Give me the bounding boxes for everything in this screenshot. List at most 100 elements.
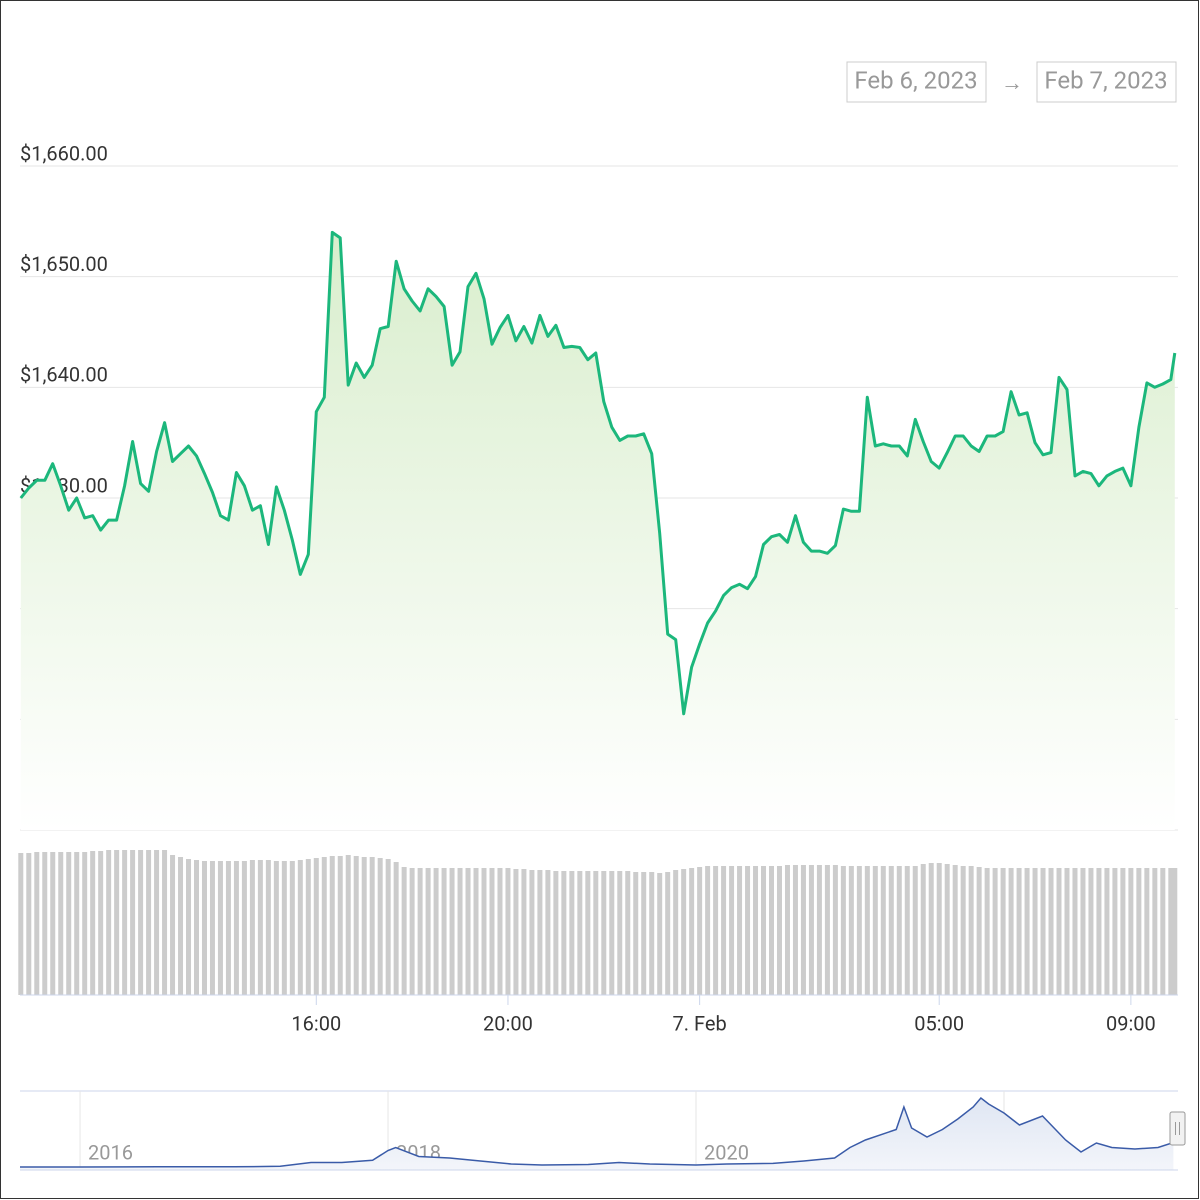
volume-bar (705, 866, 711, 995)
volume-bar (992, 868, 998, 995)
volume-bar (457, 868, 463, 995)
volume-bar (1160, 868, 1166, 995)
volume-bar (944, 864, 950, 995)
date-to-box[interactable] (1036, 61, 1177, 103)
volume-bar (186, 859, 192, 995)
volume-bar (577, 871, 583, 995)
volume-bar (50, 852, 56, 995)
navigator-line (20, 1096, 1174, 1168)
volume-bar (1168, 868, 1174, 995)
volume-bar (529, 870, 535, 995)
volume-bar (249, 860, 255, 995)
volume-bar (329, 856, 335, 995)
x-tick-label: 20:00 (483, 1011, 533, 1035)
volume-bar (337, 856, 343, 995)
volume-bar (569, 871, 575, 995)
volume-bar (106, 850, 112, 995)
volume-bar (297, 860, 303, 995)
volume-bar (593, 871, 599, 995)
date-to[interactable]: Feb 7, 2023 (1044, 66, 1167, 94)
volume-bar (784, 865, 790, 995)
volume-bar (481, 868, 487, 995)
volume-bar (792, 865, 798, 995)
volume-bar (1064, 868, 1070, 995)
volume-bar (146, 850, 152, 995)
volume-bar (776, 866, 782, 995)
volume-bar (281, 861, 287, 995)
volume-bar (178, 857, 184, 995)
volume-bar (1120, 868, 1126, 995)
date-from[interactable]: Feb 6, 2023 (854, 66, 977, 94)
volume-bar (657, 873, 663, 995)
volume-bar (497, 868, 503, 995)
volume-bar (305, 859, 311, 995)
volume-bar (641, 872, 647, 995)
volume-bar (1112, 868, 1118, 995)
volume-bar (625, 871, 631, 995)
volume-bar (66, 852, 72, 995)
volume-bar (98, 851, 104, 995)
navigator-area (20, 1098, 1174, 1170)
volume-bar (737, 866, 743, 995)
volume-bar (345, 855, 351, 995)
volume-bar (82, 852, 88, 995)
volume-bar (832, 865, 838, 995)
volume-bar (1032, 868, 1038, 995)
x-tick-label: 09:00 (1106, 1011, 1156, 1035)
volume-bar (960, 866, 966, 995)
volume-bar (385, 859, 391, 995)
volume-bar (952, 865, 958, 995)
volume-bar (601, 871, 607, 995)
volume-bar (393, 862, 399, 995)
volume-bar (26, 853, 32, 995)
volume-bar (233, 861, 239, 995)
volume-bar (609, 871, 615, 995)
volume-bar (42, 852, 48, 995)
volume-bar (489, 868, 495, 995)
volume-bar (561, 871, 567, 995)
volume-bar (585, 871, 591, 995)
volume-bar (433, 868, 439, 995)
navigator-tick-label: 2020 (704, 1140, 749, 1164)
volume-bar (896, 866, 902, 995)
volume-bar (90, 851, 96, 995)
navigator-handle[interactable] (1169, 1111, 1186, 1146)
volume-bar (936, 863, 942, 995)
volume-bar (713, 866, 719, 995)
volume-bar (449, 868, 455, 995)
volume-bar (545, 870, 551, 995)
volume-bar (721, 866, 727, 995)
volume-bar (201, 861, 207, 995)
volume-bar (1008, 868, 1014, 995)
volume-bar (401, 867, 407, 995)
volume-bar (58, 852, 64, 995)
volume-bar (417, 868, 423, 995)
volume-bar (114, 850, 120, 995)
volume-bar (1080, 868, 1086, 995)
volume-bar (553, 871, 559, 995)
volume-bar (816, 865, 822, 995)
volume-bar (1172, 868, 1178, 995)
volume-bar (313, 858, 319, 995)
volume-bar (856, 866, 862, 995)
volume-bar (769, 866, 775, 995)
volume-bar (617, 871, 623, 995)
volume-bar (928, 863, 934, 995)
volume-bar (273, 861, 279, 995)
date-from-box[interactable] (846, 61, 987, 103)
volume-bar (521, 869, 527, 995)
volume-bar (34, 852, 40, 995)
volume-bar (217, 861, 223, 995)
volume-bar (872, 866, 878, 995)
y-tick-label: $1,640.00 (20, 363, 108, 387)
volume-bar (761, 866, 767, 995)
volume-bar (409, 868, 415, 995)
volume-bar (880, 866, 886, 995)
y-tick-label: $1,650.00 (20, 252, 108, 276)
volume-bar (505, 868, 511, 995)
volume-bar (473, 868, 479, 995)
volume-bar (257, 860, 263, 995)
volume-bar (1136, 868, 1142, 995)
